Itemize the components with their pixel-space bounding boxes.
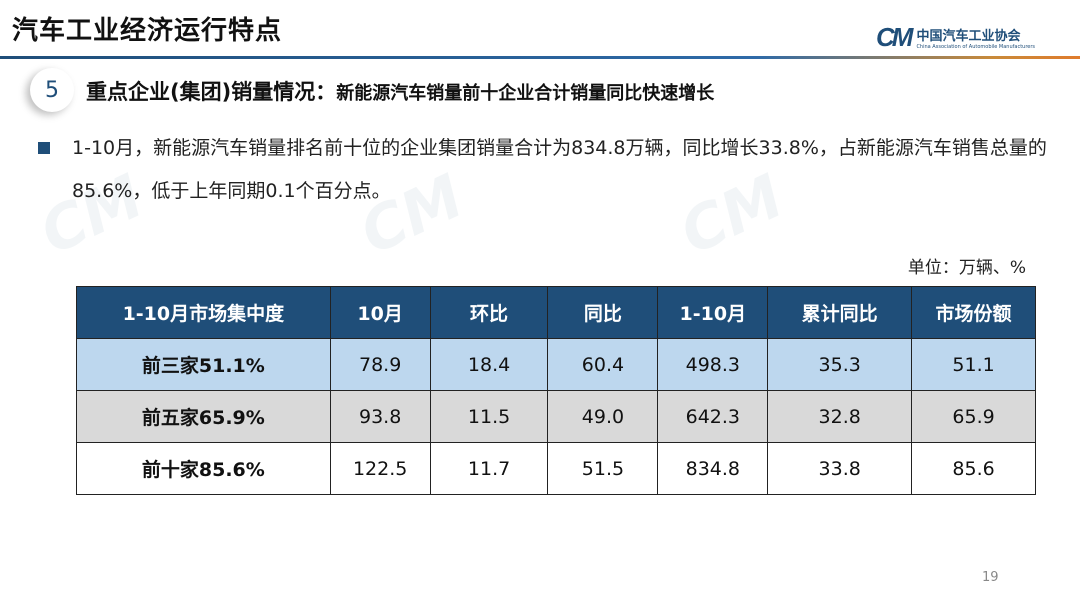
bullet-paragraph: 1-10月，新能源汽车销量排名前十位的企业集团销量合计为834.8万辆，同比增长… — [38, 127, 1048, 213]
column-header: 同比 — [547, 286, 659, 339]
table-cell: 49.0 — [547, 390, 659, 443]
table-cell: 32.8 — [767, 390, 913, 443]
column-header: 环比 — [429, 286, 549, 339]
column-header: 市场份额 — [911, 286, 1036, 339]
header-divider — [0, 56, 1080, 59]
table-cell: 51.1 — [911, 338, 1036, 391]
bullet-text: 1-10月，新能源汽车销量排名前十位的企业集团销量合计为834.8万辆，同比增长… — [72, 137, 1047, 202]
table-cell: 11.7 — [429, 442, 549, 495]
column-header: 1-10月 — [657, 286, 769, 339]
column-header: 累计同比 — [767, 286, 913, 339]
square-bullet-icon — [38, 142, 50, 154]
column-header: 10月 — [329, 286, 431, 339]
unit-label: 单位：万辆、% — [907, 258, 1026, 278]
logo-english: China Association of Automobile Manufact… — [916, 44, 1036, 50]
table-cell: 122.5 — [329, 442, 431, 495]
table-cell: 642.3 — [657, 390, 769, 443]
market-concentration-table: 1-10月市场集中度 10月 环比 同比 1-10月 累计同比 市场份额 前三家… — [76, 286, 1036, 495]
section-heading: 重点企业(集团)销量情况：新能源汽车销量前十企业合计销量同比快速增长 — [86, 76, 714, 106]
heading-main: 重点企业(集团)销量情况： — [86, 80, 337, 104]
caam-logo: CM 中国汽车工业协会 China Association of Automob… — [876, 22, 1035, 53]
table-cell: 78.9 — [329, 338, 431, 391]
row-label: 前五家65.9% — [76, 390, 331, 443]
column-header: 1-10月市场集中度 — [76, 286, 331, 339]
table-row: 前三家51.1% 78.9 18.4 60.4 498.3 35.3 51.1 — [76, 338, 1036, 391]
table-cell: 65.9 — [911, 390, 1036, 443]
table-cell: 498.3 — [657, 338, 769, 391]
table-cell: 834.8 — [657, 442, 769, 495]
page-number: 19 — [982, 570, 999, 585]
heading-sub: 新能源汽车销量前十企业合计销量同比快速增长 — [336, 83, 715, 104]
table-row: 前五家65.9% 93.8 11.5 49.0 642.3 32.8 65.9 — [76, 390, 1036, 443]
row-label: 前十家85.6% — [76, 442, 331, 495]
table-cell: 11.5 — [429, 390, 549, 443]
logo-chinese: 中国汽车工业协会 — [916, 29, 1021, 44]
table-cell: 18.4 — [429, 338, 549, 391]
table-cell: 35.3 — [767, 338, 913, 391]
table-row: 前十家85.6% 122.5 11.7 51.5 834.8 33.8 85.6 — [76, 442, 1036, 495]
table-cell: 60.4 — [547, 338, 659, 391]
row-label: 前三家51.1% — [76, 338, 331, 391]
table-header-row: 1-10月市场集中度 10月 环比 同比 1-10月 累计同比 市场份额 — [76, 286, 1036, 339]
table-cell: 33.8 — [767, 442, 913, 495]
table-cell: 93.8 — [329, 390, 431, 443]
logo-mark: CM — [876, 22, 913, 52]
table-cell: 51.5 — [547, 442, 659, 495]
table-cell: 85.6 — [911, 442, 1036, 495]
slide-title: 汽车工业经济运行特点 — [12, 16, 283, 46]
section-number: 5 — [30, 68, 74, 112]
